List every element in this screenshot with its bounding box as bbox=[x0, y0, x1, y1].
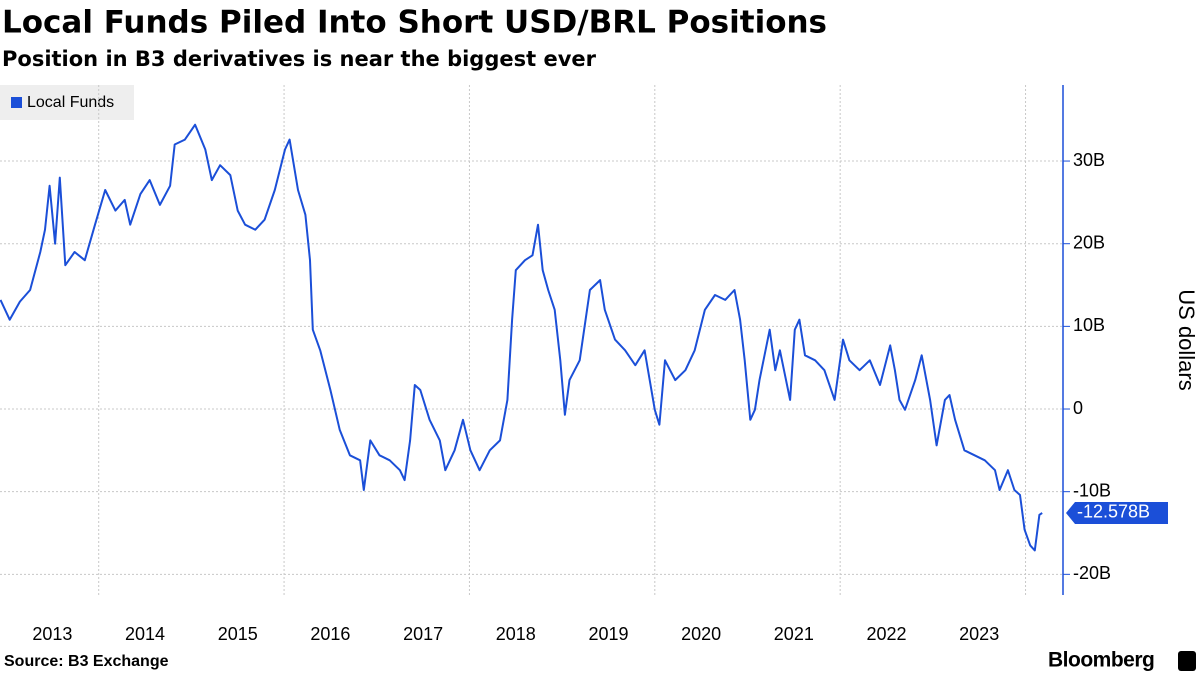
y-tick-label: 0 bbox=[1073, 398, 1083, 418]
chart-title: Local Funds Piled Into Short USD/BRL Pos… bbox=[2, 5, 827, 41]
x-tick-label: 2019 bbox=[588, 624, 628, 644]
y-tick-label: -10B bbox=[1073, 480, 1111, 500]
x-tick-label: 2014 bbox=[125, 624, 165, 644]
last-value-tag bbox=[1066, 501, 1168, 524]
brand: Bloomberg bbox=[1048, 649, 1154, 672]
legend-label: Local Funds bbox=[27, 94, 114, 111]
chart-subtitle: Position in B3 derivatives is near the b… bbox=[2, 47, 597, 71]
legend-box bbox=[0, 85, 134, 120]
x-tick-label: 2022 bbox=[866, 624, 906, 644]
y-axis-label: US dollars bbox=[1174, 289, 1199, 390]
x-tick-label: 2018 bbox=[496, 624, 536, 644]
y-tick-label: 20B bbox=[1073, 232, 1105, 252]
x-tick-label: 2016 bbox=[310, 624, 350, 644]
x-tick-label: 2017 bbox=[403, 624, 443, 644]
y-tick-label: 30B bbox=[1073, 150, 1105, 170]
x-tick-label: 2015 bbox=[218, 624, 258, 644]
x-tick-label: 2013 bbox=[32, 624, 72, 644]
x-tick-label: 2023 bbox=[959, 624, 999, 644]
last-value-label: -12.578B bbox=[1077, 502, 1150, 522]
source: Source: B3 Exchange bbox=[4, 653, 169, 670]
x-tick-label: 2021 bbox=[774, 624, 814, 644]
line-series bbox=[0, 123, 1043, 552]
legend-swatch bbox=[11, 97, 22, 108]
y-tick-label: -20B bbox=[1073, 563, 1111, 583]
y-tick-label: 10B bbox=[1073, 315, 1105, 335]
brand-icon bbox=[1178, 651, 1196, 671]
x-tick-label: 2020 bbox=[681, 624, 721, 644]
